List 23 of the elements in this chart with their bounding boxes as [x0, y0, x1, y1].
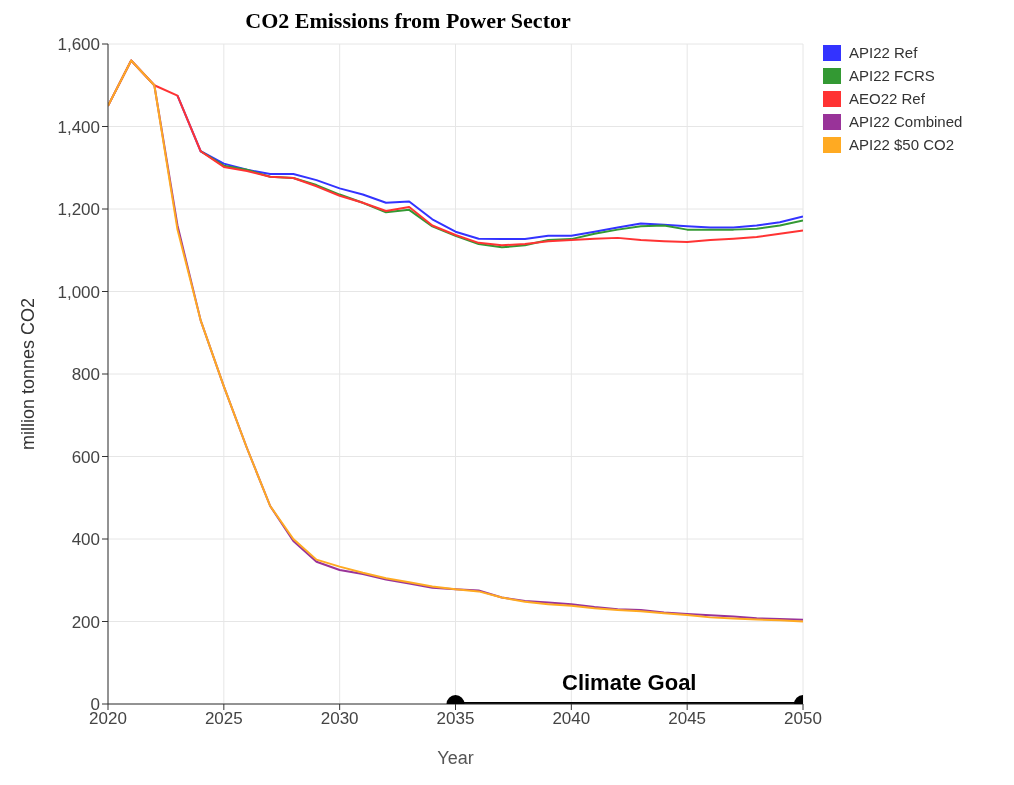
legend-label: API22 Ref [849, 44, 918, 61]
y-tick-label: 1,000 [57, 282, 100, 302]
x-tick-label: 2035 [436, 709, 475, 729]
y-axis-title: million tonnes CO2 [18, 297, 39, 451]
legend-label: API22 Combined [849, 113, 963, 130]
legend-label: API22 FCRS [849, 67, 935, 84]
y-tick-label: 1,200 [57, 200, 100, 220]
y-tick-label: 1,600 [57, 35, 100, 55]
x-tick-label: 2030 [320, 709, 359, 729]
legend-label: AEO22 Ref [849, 90, 925, 107]
x-axis-title: Year [437, 748, 474, 768]
y-tick-label: 1,400 [57, 117, 100, 137]
chart-title: CO2 Emissions from Power Sector [244, 8, 572, 34]
y-tick-label: 400 [71, 530, 100, 550]
x-tick-label: 2040 [552, 709, 591, 729]
legend-label: API22 $50 CO2 [849, 136, 955, 153]
y-tick-label: 200 [71, 612, 100, 632]
x-tick-label: 2045 [668, 709, 707, 729]
y-tick-label: 600 [71, 447, 100, 467]
x-tick-label: 2050 [784, 709, 822, 729]
x-tick-label: 2025 [204, 709, 243, 729]
y-tick-label: 800 [71, 365, 100, 385]
annotation: Climate Goal [562, 670, 697, 695]
